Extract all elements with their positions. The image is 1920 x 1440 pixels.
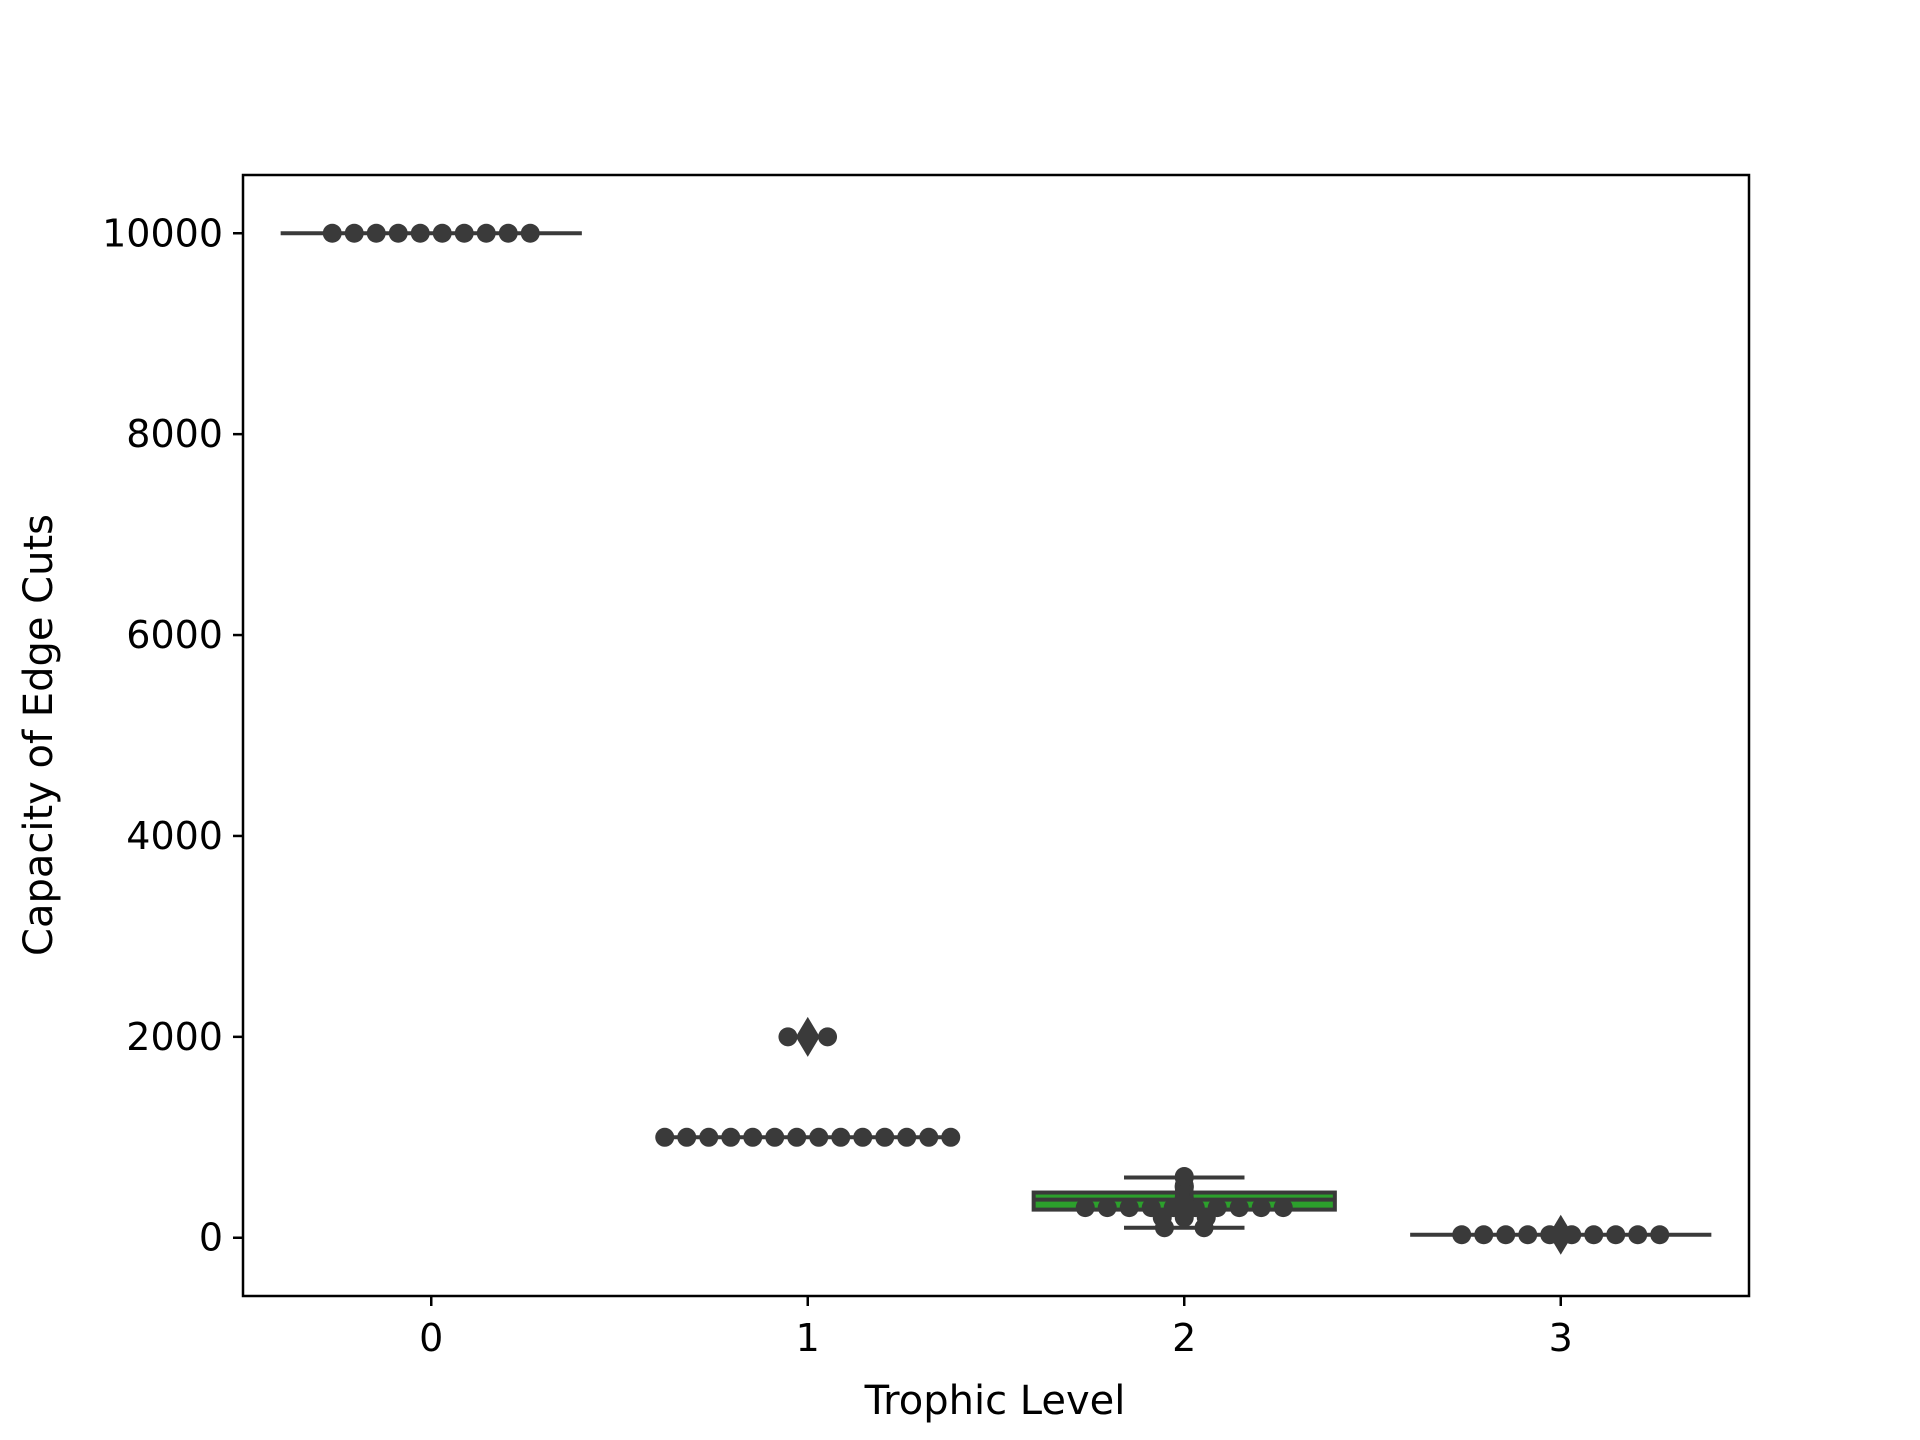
swarm-1 <box>655 1027 961 1147</box>
y-axis: 0 2000 4000 6000 8000 10000 <box>102 211 243 1260</box>
data-point <box>498 223 518 243</box>
data-point <box>1452 1225 1472 1245</box>
data-point <box>941 1127 961 1147</box>
plot-marks <box>280 223 1712 1255</box>
data-point <box>1207 1198 1227 1218</box>
plot-frame <box>241 173 1751 1298</box>
data-point <box>388 223 408 243</box>
data-point <box>1229 1198 1249 1218</box>
data-point <box>1562 1225 1582 1245</box>
data-point <box>1540 1225 1560 1245</box>
data-point <box>897 1127 917 1147</box>
y-tick-label: 6000 <box>126 613 223 657</box>
swarm-0 <box>322 223 540 243</box>
y-tick-label: 4000 <box>126 814 223 858</box>
data-point <box>831 1127 851 1147</box>
data-point <box>765 1127 785 1147</box>
data-point <box>699 1127 719 1147</box>
data-point <box>1606 1225 1626 1245</box>
data-point <box>344 223 364 243</box>
data-point <box>1518 1225 1538 1245</box>
data-point <box>1141 1198 1161 1218</box>
data-point <box>1174 1166 1194 1186</box>
swarm-2 <box>1075 1166 1293 1238</box>
data-point <box>1273 1198 1293 1218</box>
data-point <box>1496 1225 1516 1245</box>
x-axis: 0 1 2 3 <box>419 1296 1573 1360</box>
data-point <box>1075 1198 1095 1218</box>
data-point <box>476 223 496 243</box>
data-point <box>322 223 342 243</box>
x-axis-label: Trophic Level <box>864 1378 1126 1424</box>
data-point <box>1584 1225 1604 1245</box>
data-point <box>1474 1225 1494 1245</box>
data-point <box>432 223 452 243</box>
data-point <box>721 1127 741 1147</box>
data-point <box>778 1027 798 1047</box>
y-tick-label: 8000 <box>126 412 223 456</box>
data-point <box>787 1127 807 1147</box>
data-point <box>919 1127 939 1147</box>
data-point <box>809 1127 829 1147</box>
data-point <box>1628 1225 1648 1245</box>
x-tick-label: 2 <box>1172 1316 1196 1360</box>
data-point <box>818 1027 838 1047</box>
y-tick-label: 2000 <box>126 1015 223 1059</box>
data-point <box>655 1127 675 1147</box>
data-point <box>520 223 540 243</box>
outlier-marker <box>1548 1214 1573 1255</box>
swarm-3 <box>1452 1225 1670 1245</box>
data-point <box>410 223 430 243</box>
data-point <box>853 1127 873 1147</box>
data-point <box>1119 1198 1139 1218</box>
x-tick-label: 0 <box>419 1316 443 1360</box>
box-1 <box>657 1016 959 1140</box>
data-point <box>1097 1198 1117 1218</box>
x-tick-label: 3 <box>1549 1316 1573 1360</box>
data-point <box>875 1127 895 1147</box>
data-point <box>454 223 474 243</box>
x-tick-label: 1 <box>796 1316 820 1360</box>
y-tick-label: 0 <box>199 1216 223 1260</box>
outlier-marker <box>795 1016 820 1057</box>
data-point <box>743 1127 763 1147</box>
y-axis-label: Capacity of Edge Cuts <box>16 514 62 956</box>
data-point <box>366 223 386 243</box>
y-tick-label: 10000 <box>102 211 223 255</box>
data-point <box>1251 1198 1271 1218</box>
data-point <box>677 1127 697 1147</box>
data-point <box>1650 1225 1670 1245</box>
